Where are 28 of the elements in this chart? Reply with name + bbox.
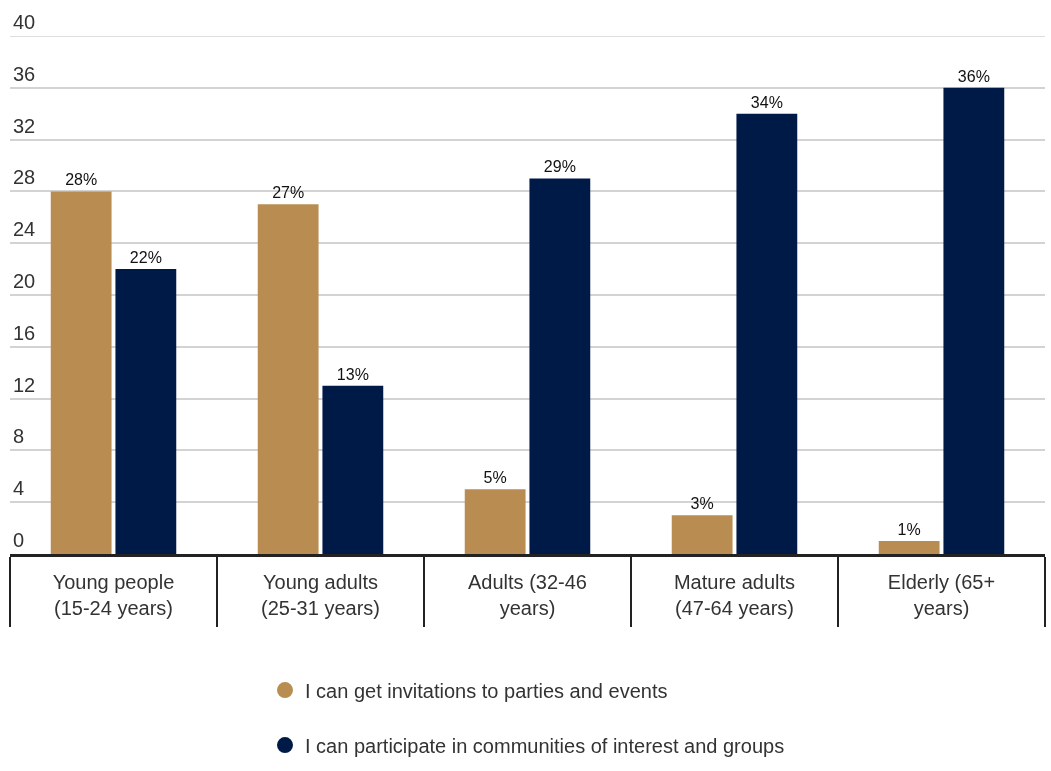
legend-label: I can get invitations to parties and events	[305, 679, 668, 702]
data-label: 28%	[65, 171, 98, 189]
y-tick-label: 32	[13, 114, 36, 137]
data-label: 29%	[543, 158, 576, 176]
y-tick-label: 40	[13, 11, 36, 33]
y-tick-label: 24	[13, 218, 36, 241]
y-tick-label: 0	[13, 529, 25, 551]
x-tick-label: Mature adults (47-64 years)	[673, 571, 796, 619]
data-label: 22%	[129, 249, 162, 267]
data-label: 27%	[272, 184, 305, 202]
data-label: 3%	[690, 495, 714, 513]
x-tick-label: Young adults (25-31 years)	[261, 571, 380, 619]
legend-label: I can participate in communities of interest and groups	[305, 734, 785, 757]
x-tick-label: Elderly (65+ years)	[887, 571, 996, 619]
data-label: 1%	[897, 521, 921, 539]
y-tick-label: 20	[13, 270, 36, 292]
y-tick-label: 16	[13, 321, 36, 344]
y-tick-label: 28	[13, 166, 36, 189]
data-label: 36%	[957, 67, 990, 85]
y-tick-label: 8	[13, 425, 25, 448]
y-tick-label: 4	[13, 477, 25, 500]
data-label: 13%	[336, 365, 369, 383]
x-tick-label: Young people (15-24 years)	[52, 571, 175, 619]
y-tick-label: 12	[13, 373, 36, 396]
data-label: 5%	[483, 469, 507, 487]
x-tick-label: Adults (32-46 years)	[468, 571, 587, 619]
data-label: 34%	[750, 93, 783, 111]
y-tick-label: 36	[13, 62, 36, 85]
